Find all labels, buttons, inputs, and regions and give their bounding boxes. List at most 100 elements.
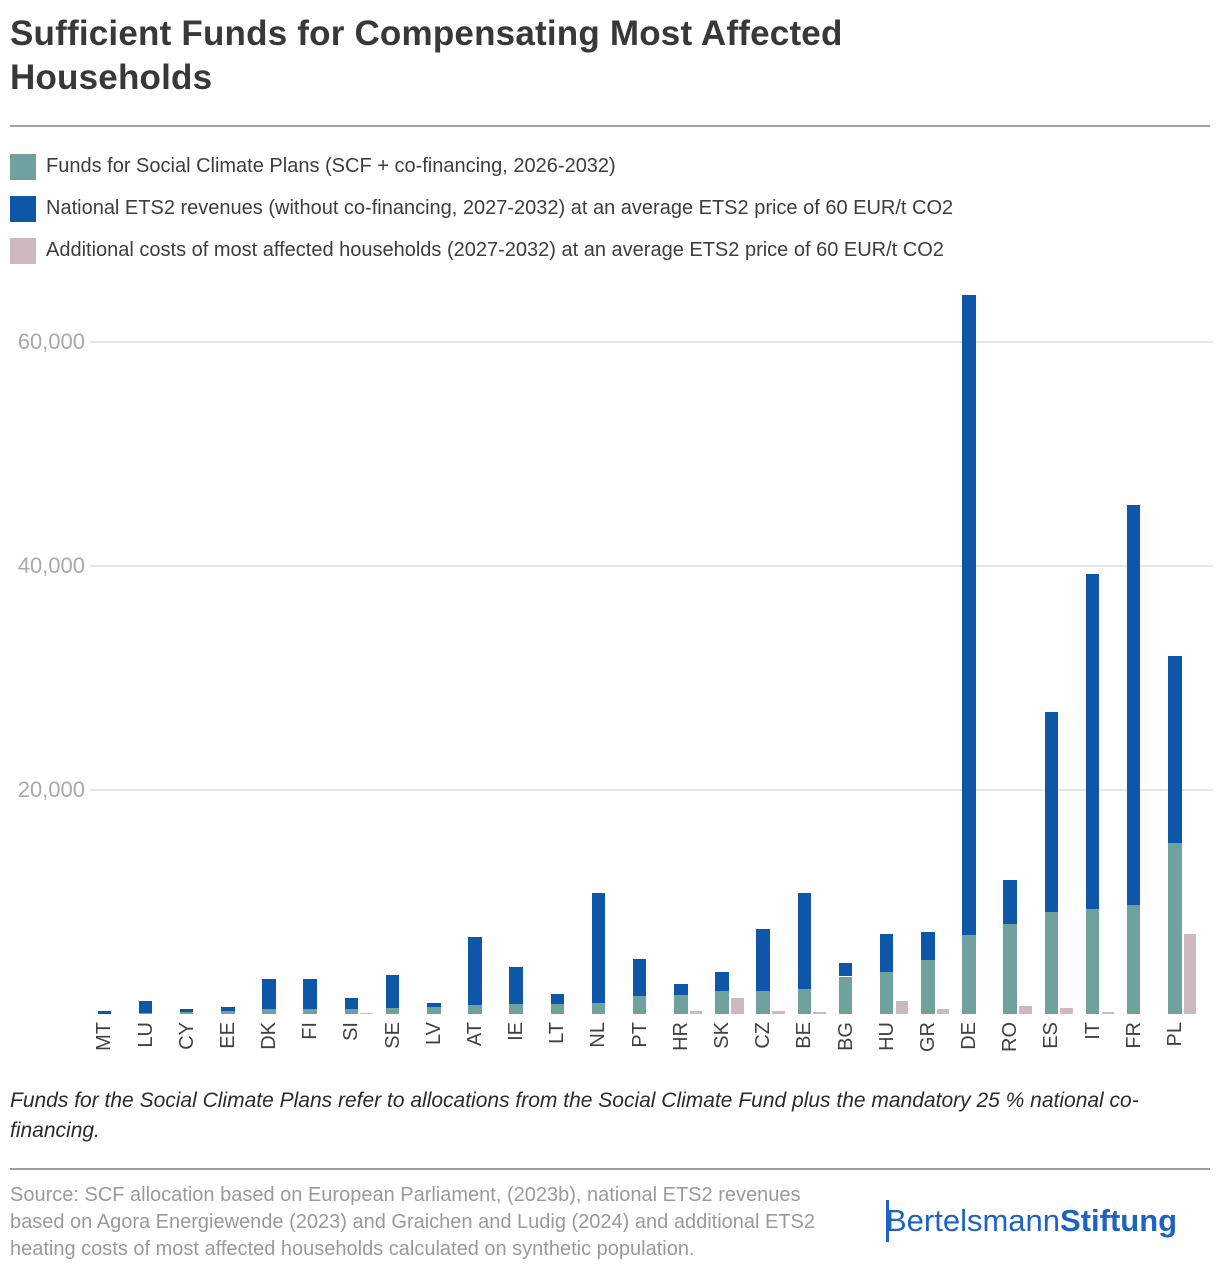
source-divider [10,1168,1210,1170]
bar-ets2-ES [1044,711,1059,912]
logo-text: BertelsmannStiftung [886,1203,1177,1239]
x-axis-label-PT: PT [628,1022,651,1048]
x-axis-label-IE: IE [505,1022,528,1041]
bar-ets2-BE [797,892,812,990]
bar-scf-RO [1003,924,1017,1014]
x-axis-label-CZ: CZ [752,1022,775,1049]
bar-costs-RO [1019,1005,1032,1014]
x-axis-label-BG: BG [834,1022,857,1051]
bar-scf-BG [838,976,853,1014]
bar-scf-NL [591,1003,606,1014]
legend-item-scf: Funds for Social Climate Plans (SCF + co… [10,153,616,180]
bar-costs-SK [731,997,744,1014]
bar-scf-DE [962,935,976,1014]
bar-ets2-AT [468,937,482,1006]
bar-ets2-PL [1168,655,1182,843]
gridline-20,000 [90,788,1213,791]
legend-item-ets2: National ETS2 revenues (without co-finan… [10,195,953,222]
logo-text-regular: Bertelsmann [886,1203,1061,1238]
bar-ets2-IT [1085,574,1100,909]
bar-ets2-RO [1003,879,1017,924]
bar-ets2-BG [838,963,853,977]
x-axis-label-GR: GR [916,1022,939,1052]
source-text: Source: SCF allocation based on European… [10,1184,816,1260]
bar-scf-DK [262,1009,276,1014]
x-axis-label-DK: DK [258,1022,281,1050]
bar-scf-SK [715,991,729,1014]
bar-ets2-CY [179,1009,194,1012]
bar-ets2-EE [221,1007,235,1012]
title-divider [10,125,1210,127]
bar-ets2-LV [427,1002,441,1008]
bar-ets2-GR [921,931,935,961]
x-axis-label-IT: IT [1081,1022,1104,1040]
x-axis-label-DE: DE [958,1022,980,1050]
bar-costs-PL [1183,934,1197,1014]
bar-ets2-IE [509,966,523,1005]
x-axis-label-AT: AT [463,1022,486,1047]
bar-scf-LT [550,1004,565,1014]
bar-ets2-LT [550,994,565,1005]
x-axis-label-MT: MT [93,1022,116,1051]
bar-scf-SI [344,1008,359,1014]
legend-label-ets2: National ETS2 revenues (without co-finan… [46,197,954,219]
bar-scf-LV [427,1007,441,1014]
bar-ets2-PT [632,958,647,996]
x-axis-label-FI: FI [299,1022,322,1040]
bar-ets2-SK [715,971,729,991]
x-axis-label-ES: ES [1040,1022,1063,1049]
x-axis-label-PL: PL [1163,1022,1186,1047]
bar-scf-CY [179,1012,194,1014]
bar-costs-HR [689,1011,703,1014]
bar-scf-FR [1126,905,1141,1014]
x-axis-label-HU: HU [875,1022,898,1051]
y-axis-tick-label: 60,000 [17,328,85,354]
legend-swatch-ets2 [10,195,36,222]
bar-ets2-HU [879,933,894,972]
bar-scf-PT [632,995,647,1014]
x-axis-label-SE: SE [381,1022,404,1049]
legend-swatch-scf [10,153,36,180]
bar-ets2-DK [262,979,276,1010]
bar-scf-HU [879,971,894,1014]
bar-scf-HR [674,995,688,1014]
brand-logo: BertelsmannStiftung [886,1198,1177,1244]
bar-scf-SE [385,1007,400,1014]
logo-text-bold: Stiftung [1060,1203,1178,1238]
x-axis-label-FR: FR [1122,1022,1145,1049]
x-axis-label-NL: NL [587,1022,610,1048]
footnote: Funds for the Social Climate Plans refer… [10,1089,1139,1142]
bar-ets2-SI [344,997,359,1009]
bar-scf-EE [221,1011,235,1014]
bar-scf-GR [921,960,935,1014]
x-axis-label-SI: SI [340,1022,363,1041]
x-axis-label-EE: EE [216,1022,239,1049]
bar-scf-PL [1168,843,1182,1014]
bar-scf-IT [1085,909,1100,1014]
bar-scf-BE [797,989,812,1014]
legend-item-costs: Additional costs of most affected househ… [10,237,944,264]
y-axis-tick-label: 40,000 [17,552,85,578]
bar-costs-SI [360,1012,373,1014]
bar-scf-ES [1044,911,1059,1014]
bar-costs-CZ [772,1010,785,1014]
x-axis-label-HR: HR [669,1022,692,1051]
bar-ets2-CZ [756,929,770,991]
x-axis-label-RO: RO [999,1022,1022,1052]
bar-scf-CZ [756,990,770,1014]
gridline-40,000 [90,564,1213,567]
x-axis-label-LV: LV [422,1022,445,1045]
bar-costs-IT [1101,1012,1115,1014]
x-axis-label-CY: CY [175,1022,198,1050]
page-title: Sufficient Funds for Compensating Most A… [10,14,843,97]
y-axis-tick-label: 20,000 [17,776,85,802]
x-axis-label-LT: LT [546,1022,569,1044]
logo-divider-bar [886,1200,889,1242]
bar-ets2-HR [674,984,688,996]
bar-costs-HU [895,1000,909,1014]
bar-costs-BE [813,1012,826,1014]
bar-scf-AT [468,1005,482,1014]
bar-costs-ES [1060,1008,1073,1014]
bar-scf-IE [509,1004,523,1014]
